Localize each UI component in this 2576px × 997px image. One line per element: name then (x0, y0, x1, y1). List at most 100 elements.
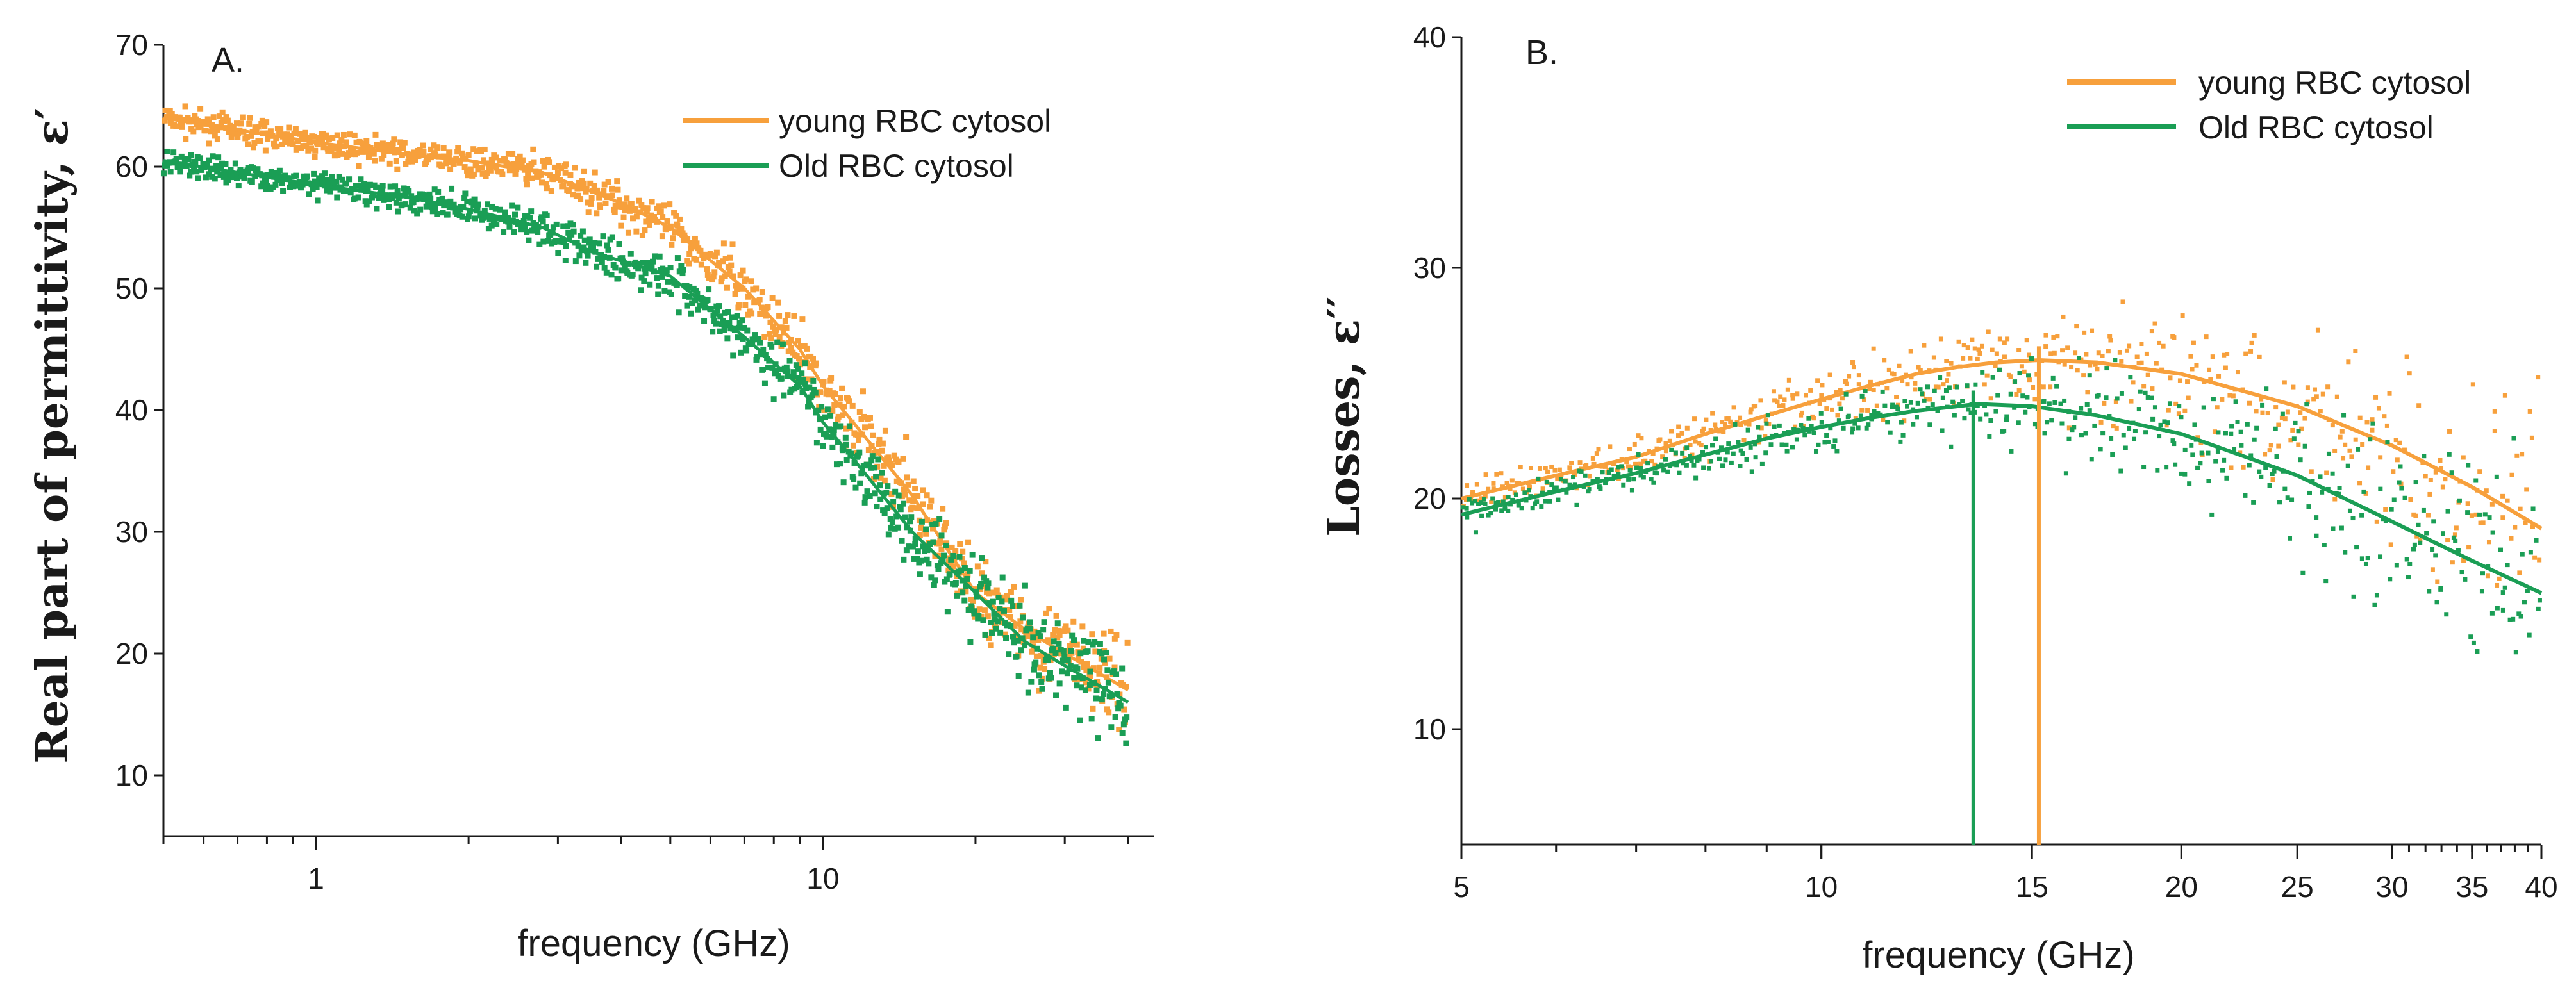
data-point (1852, 421, 1857, 426)
data-point (2370, 417, 2375, 422)
data-point (1674, 463, 1679, 468)
data-point (511, 211, 518, 218)
data-point (993, 625, 999, 632)
data-point (739, 317, 745, 324)
data-point (360, 144, 367, 150)
data-point (1042, 666, 1048, 673)
data-point (673, 213, 679, 219)
data-point (1558, 477, 1563, 482)
data-point (885, 483, 891, 490)
data-point (664, 218, 670, 225)
data-point (411, 149, 417, 156)
data-point (319, 138, 326, 144)
data-point (694, 290, 701, 297)
data-point (370, 151, 377, 157)
data-point (2311, 397, 2316, 402)
data-point (1950, 399, 1956, 404)
data-point (936, 516, 943, 522)
data-point (658, 208, 664, 215)
data-point (509, 166, 515, 172)
data-point (879, 447, 885, 454)
data-point (1065, 627, 1071, 634)
data-point (1811, 416, 1816, 421)
data-point (2139, 360, 2144, 365)
data-point (1483, 472, 1488, 477)
data-point (1782, 397, 1787, 402)
data-point (2343, 550, 2348, 555)
data-point (812, 390, 819, 396)
data-point (1085, 686, 1092, 692)
data-point (510, 151, 516, 157)
data-point (1483, 493, 1488, 498)
data-point (756, 297, 763, 303)
data-point (654, 275, 660, 281)
data-point (1631, 477, 1636, 482)
data-point (2500, 493, 2505, 498)
data-point (781, 392, 787, 399)
data-point (938, 532, 945, 539)
data-point (1979, 343, 1984, 349)
data-point (2204, 334, 2209, 340)
data-point (1108, 724, 1115, 730)
data-point (221, 172, 228, 178)
data-point (1940, 395, 1945, 400)
data-point (769, 343, 775, 350)
data-point (1069, 641, 1076, 647)
data-point (686, 251, 693, 258)
data-point (785, 368, 791, 375)
data-point (2229, 424, 2234, 429)
data-point (381, 152, 387, 158)
data-point (1693, 475, 1699, 481)
data-point (560, 223, 567, 229)
data-point (2505, 498, 2510, 503)
data-point (924, 547, 931, 554)
data-point (1099, 696, 1105, 703)
data-point (1977, 350, 1982, 356)
data-point (1952, 413, 1957, 418)
data-point (2004, 414, 2009, 419)
data-point (2154, 361, 2159, 366)
data-point (299, 181, 306, 188)
data-point (704, 272, 711, 278)
data-point (2191, 340, 2196, 345)
data-point (870, 432, 876, 438)
data-point (841, 404, 847, 410)
data-point (920, 501, 926, 507)
data-point (267, 128, 274, 135)
data-point (1094, 679, 1101, 685)
data-point (843, 441, 849, 448)
data-point (223, 114, 229, 120)
data-point (1103, 649, 1109, 655)
data-point (558, 165, 565, 172)
data-point (1940, 428, 1945, 433)
data-point (581, 168, 588, 174)
data-point (1060, 648, 1067, 654)
data-point (1552, 486, 1557, 491)
data-point (2106, 349, 2111, 354)
data-point (1856, 373, 1861, 378)
data-point (2041, 399, 2047, 404)
data-point (704, 297, 711, 303)
data-point (465, 152, 472, 158)
data-point (611, 209, 618, 215)
data-point (1033, 653, 1040, 659)
series-young-points (1461, 299, 2542, 588)
data-point (2231, 393, 2236, 399)
data-point (640, 260, 646, 266)
data-point (2014, 391, 2019, 397)
data-point (300, 143, 306, 149)
data-point (406, 188, 412, 194)
data-point (2500, 515, 2505, 520)
data-point (791, 313, 797, 319)
data-point (1744, 457, 1749, 462)
data-point (2332, 497, 2338, 502)
data-point (206, 171, 212, 177)
data-point (1039, 686, 1045, 692)
data-point (729, 314, 735, 320)
data-point (2049, 418, 2054, 423)
data-point (628, 201, 635, 207)
data-point (914, 556, 920, 562)
y-tick-label: 30 (1413, 251, 1446, 284)
data-point (197, 155, 203, 161)
data-point (487, 214, 494, 220)
